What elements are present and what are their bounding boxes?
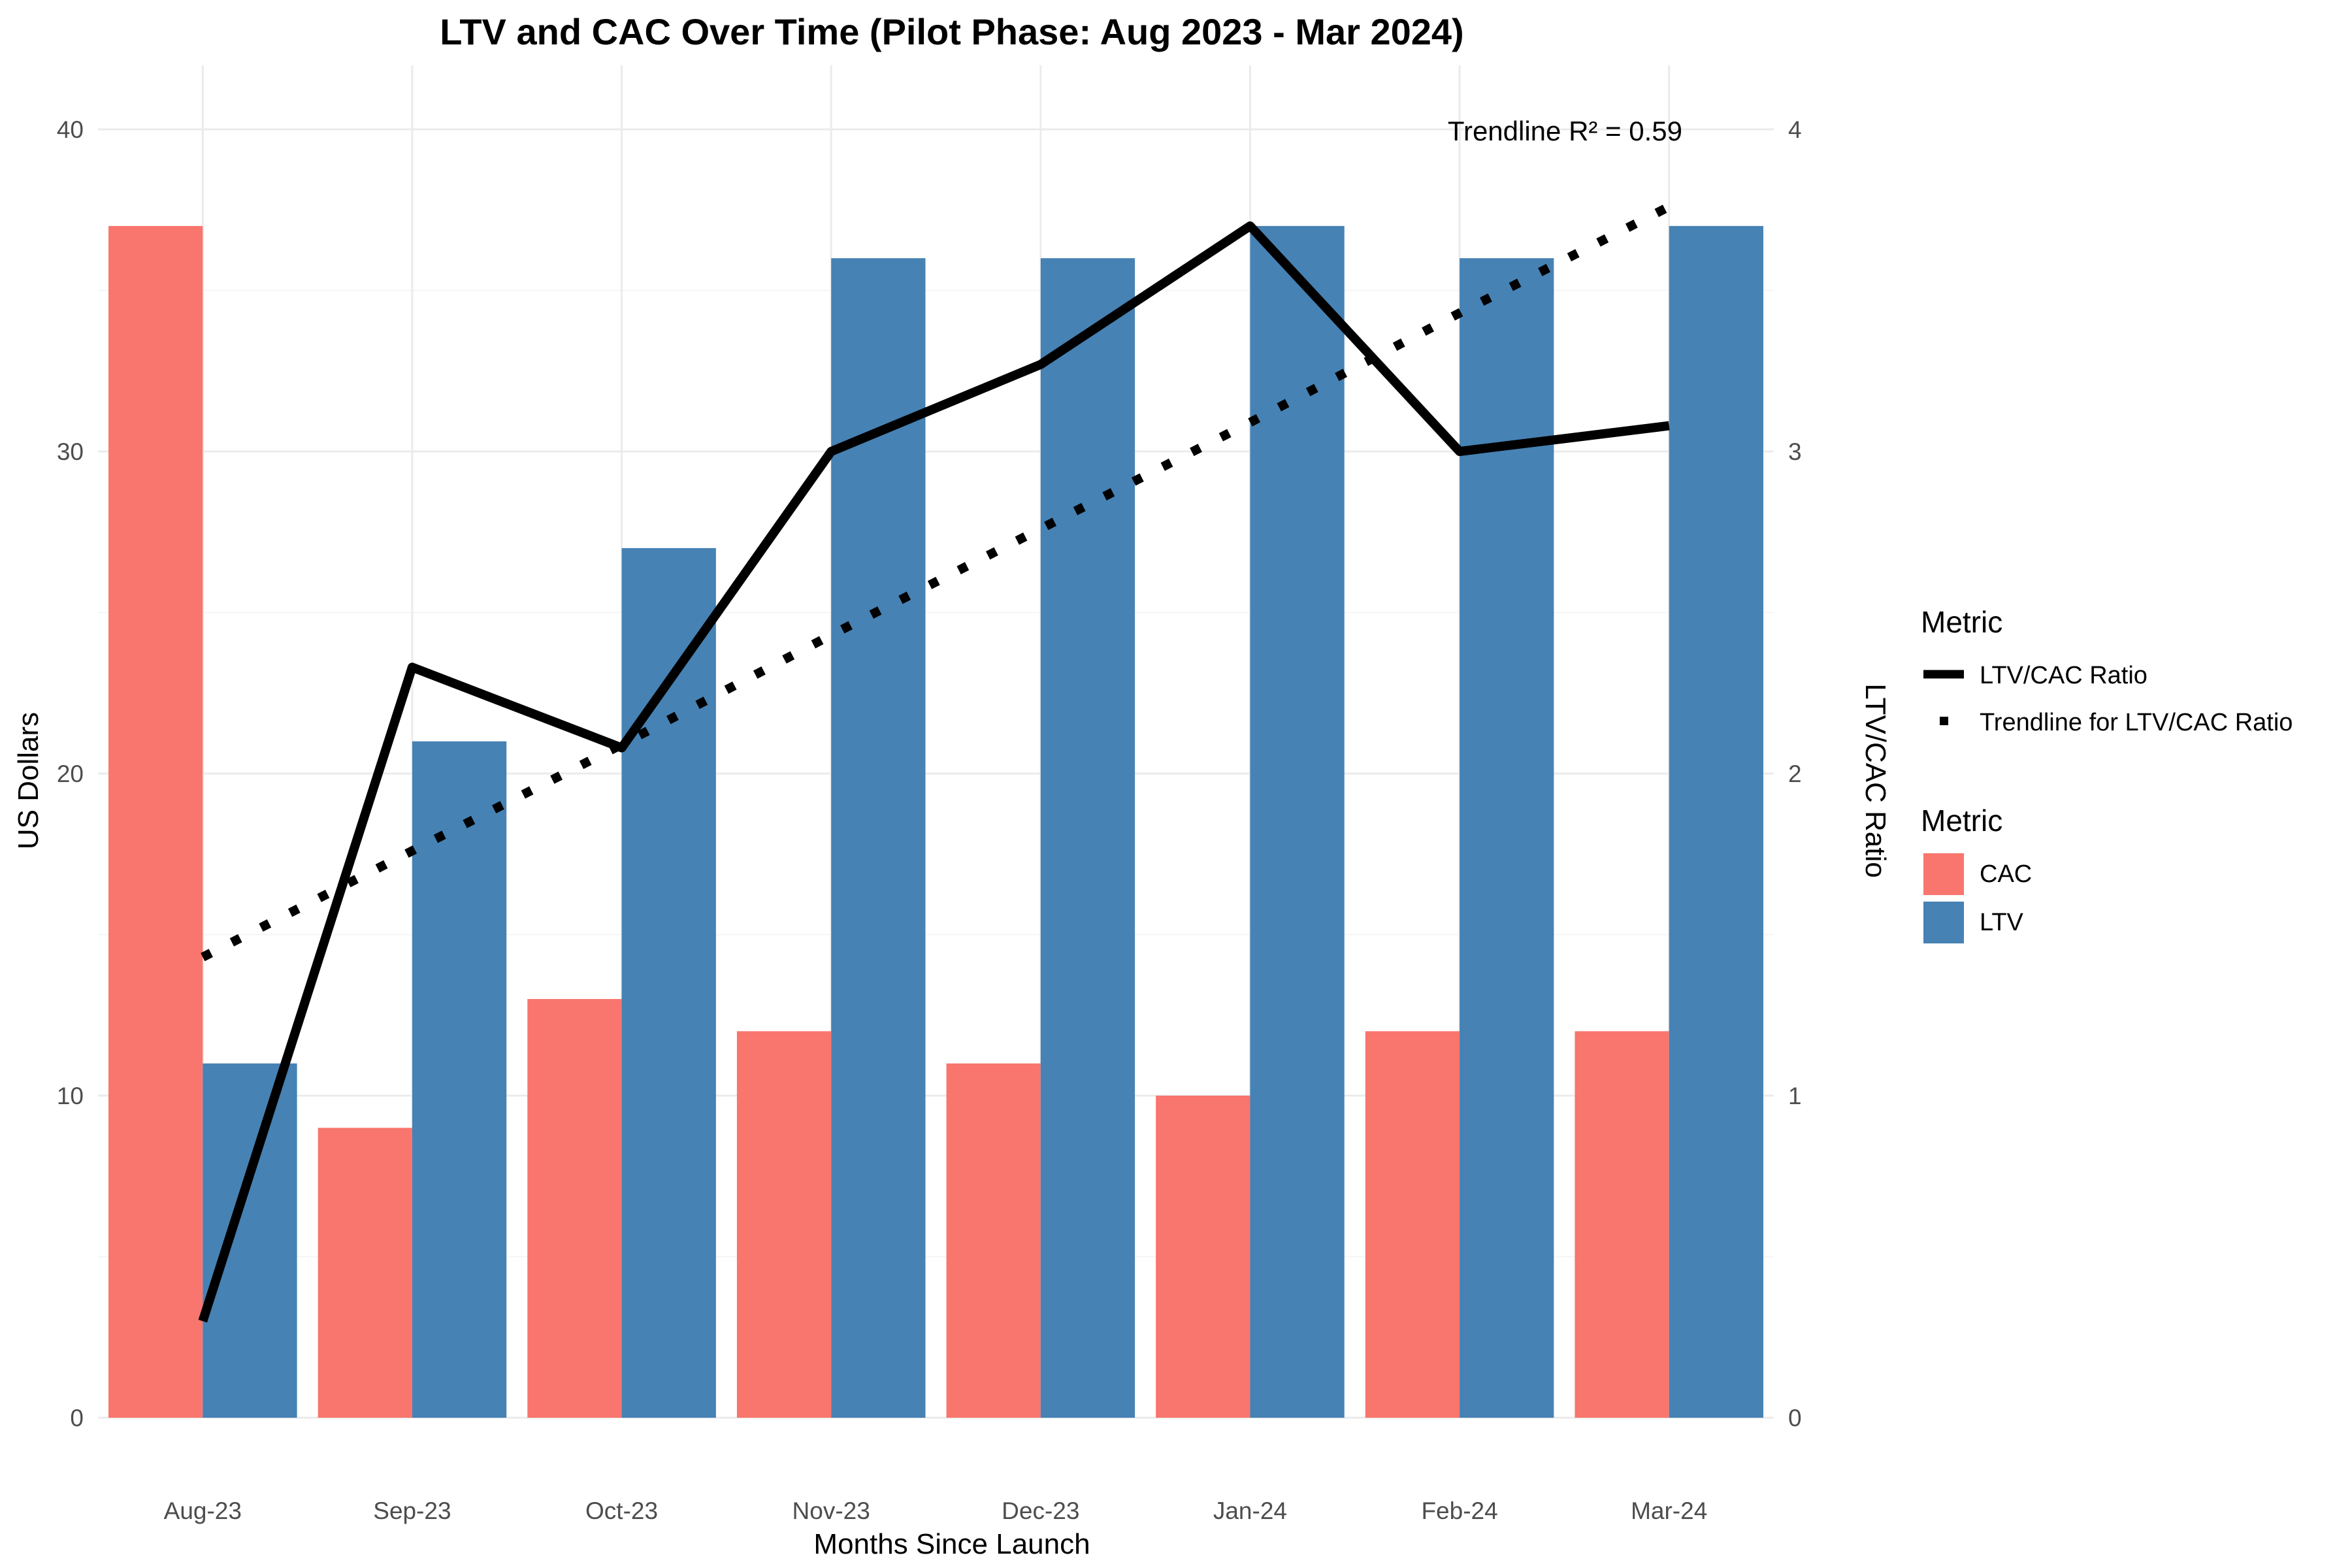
legend-ltv-swatch (1923, 902, 1964, 943)
ratio-line-series (198, 221, 1670, 1323)
bars (108, 225, 1763, 1418)
x-tick-label: Feb-24 (1421, 1497, 1497, 1524)
lines (198, 203, 1671, 1323)
bar-cac (1156, 1096, 1250, 1418)
legend-cac-label: CAC (1980, 860, 2032, 888)
y-axis-title: US Dollars (12, 712, 44, 849)
x-tick-label: Aug-23 (164, 1497, 242, 1524)
x-tick-label: Dec-23 (1002, 1497, 1079, 1524)
r-squared-annotation: Trendline R² = 0.59 (1448, 116, 1682, 146)
bar-ltv (1669, 225, 1763, 1418)
legend-cac-swatch (1923, 853, 1964, 895)
bar-ltv (1250, 225, 1345, 1418)
bar-cac (1575, 1031, 1669, 1418)
legend-ratio-label: LTV/CAC Ratio (1980, 662, 2148, 689)
legend-bars: Metric CAC LTV (1921, 804, 2032, 943)
bar-ltv (831, 258, 926, 1418)
bar-ltv (412, 741, 507, 1418)
x-axis-title: Months Since Launch (813, 1528, 1090, 1560)
legend-trendline-key (1940, 717, 1948, 725)
y-tick-label: 10 (57, 1083, 84, 1109)
bar-cac (946, 1063, 1041, 1418)
legend-ltv-label: LTV (1980, 909, 2024, 936)
legend-lines: Metric LTV/CAC Ratio Trendline for LTV/C… (1921, 605, 2293, 736)
bar-cac (108, 225, 203, 1418)
y2-tick-label: 1 (1788, 1083, 1802, 1109)
y2-tick-label: 4 (1788, 116, 1802, 143)
y-tick-label: 0 (70, 1405, 84, 1431)
x-tick-label: Nov-23 (792, 1497, 870, 1524)
x-tick-label: Jan-24 (1213, 1497, 1287, 1524)
tick-labels: 0 10 20 30 40 0 1 2 3 4 Aug-23 Sep-23 Oct-23 Nov-23 De… (57, 116, 1802, 1524)
bar-ltv (621, 547, 716, 1418)
bar-ltv (1460, 258, 1554, 1418)
bar-ltv (1040, 258, 1135, 1418)
y-tick-label: 40 (57, 116, 84, 143)
legend-bars-title: Metric (1921, 804, 2002, 838)
bar-cac (736, 1031, 832, 1418)
y2-tick-label: 3 (1788, 438, 1802, 465)
bar-cac (527, 999, 622, 1418)
y2-tick-label: 2 (1788, 760, 1802, 787)
x-tick-label: Sep-23 (373, 1497, 451, 1524)
y-tick-label: 30 (57, 438, 84, 465)
trendline-series (201, 203, 1671, 962)
legend-trendline-label: Trendline for LTV/CAC Ratio (1980, 709, 2293, 736)
x-tick-label: Oct-23 (585, 1497, 658, 1524)
legend-lines-title: Metric (1921, 605, 2002, 639)
x-tick-label: Mar-24 (1631, 1497, 1707, 1524)
y2-tick-label: 0 (1788, 1405, 1802, 1431)
bar-ltv (203, 1063, 297, 1418)
y-tick-label: 20 (57, 760, 84, 787)
y2-axis-title: LTV/CAC Ratio (1859, 683, 1891, 878)
bar-cac (1365, 1031, 1460, 1418)
chart-title: LTV and CAC Over Time (Pilot Phase: Aug … (440, 11, 1463, 52)
bar-cac (318, 1128, 412, 1418)
